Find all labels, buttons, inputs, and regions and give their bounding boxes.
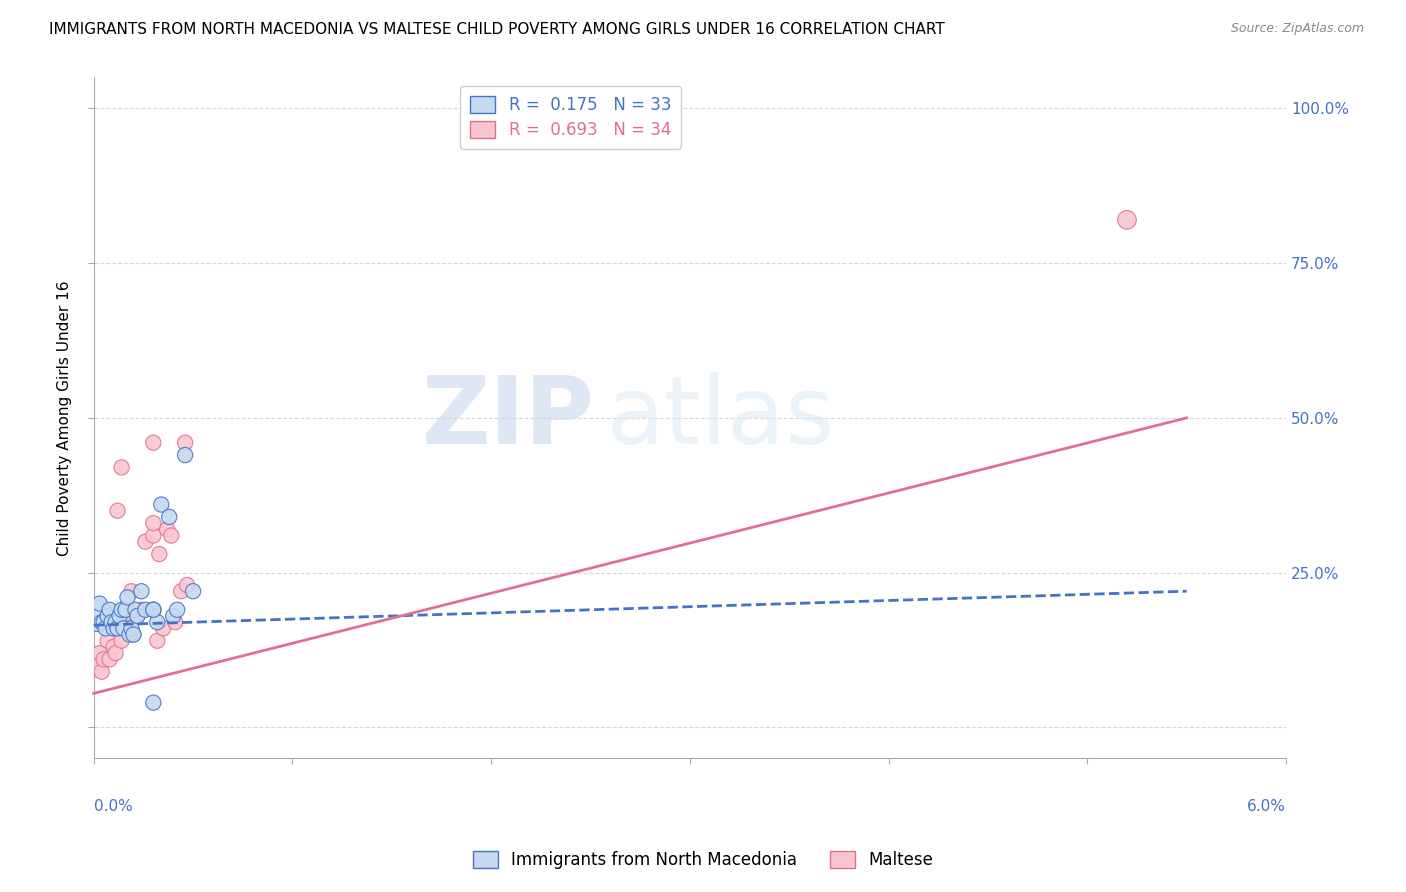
Point <box>160 528 183 542</box>
Point <box>170 584 193 599</box>
Point <box>131 584 153 599</box>
Text: ZIP: ZIP <box>422 372 595 464</box>
Point <box>97 633 120 648</box>
Point <box>121 621 143 635</box>
Point <box>142 603 165 617</box>
Point <box>112 621 135 635</box>
Point <box>104 646 127 660</box>
Point <box>142 516 165 530</box>
Point <box>110 460 132 475</box>
Point <box>97 609 120 624</box>
Point <box>156 522 179 536</box>
Point <box>98 652 121 666</box>
Point <box>131 603 153 617</box>
Point <box>90 615 112 629</box>
Point <box>112 609 135 624</box>
Point <box>146 633 169 648</box>
Point <box>165 615 187 629</box>
Point <box>121 584 143 599</box>
Point <box>89 646 111 660</box>
Point <box>142 696 165 710</box>
Point <box>103 640 125 654</box>
Point <box>134 534 156 549</box>
Point <box>117 591 139 605</box>
Point <box>142 603 165 617</box>
Point <box>117 615 139 629</box>
Point <box>107 621 129 635</box>
Point <box>157 510 180 524</box>
Point <box>176 578 198 592</box>
Legend: Immigrants from North Macedonia, Maltese: Immigrants from North Macedonia, Maltese <box>463 841 943 880</box>
Text: atlas: atlas <box>606 372 835 464</box>
Point <box>122 627 145 641</box>
Point <box>181 584 204 599</box>
Point <box>122 627 145 641</box>
Point <box>162 609 184 624</box>
Point <box>98 603 121 617</box>
Text: 0.0%: 0.0% <box>94 799 132 814</box>
Point <box>114 603 136 617</box>
Point <box>134 603 156 617</box>
Point <box>127 609 149 624</box>
Legend: R =  0.175   N = 33, R =  0.693   N = 34: R = 0.175 N = 33, R = 0.693 N = 34 <box>460 86 681 149</box>
Text: Source: ZipAtlas.com: Source: ZipAtlas.com <box>1230 22 1364 36</box>
Point <box>90 665 112 679</box>
Point <box>146 615 169 629</box>
Point <box>104 615 127 629</box>
Point <box>118 621 141 635</box>
Point <box>86 658 108 673</box>
Point <box>124 603 146 617</box>
Point <box>114 621 136 635</box>
Text: 6.0%: 6.0% <box>1247 799 1286 814</box>
Point <box>94 621 117 635</box>
Point <box>108 609 131 624</box>
Point <box>150 498 173 512</box>
Point <box>110 633 132 648</box>
Point <box>107 504 129 518</box>
Point <box>142 603 165 617</box>
Y-axis label: Child Poverty Among Girls Under 16: Child Poverty Among Girls Under 16 <box>58 280 72 556</box>
Point <box>142 435 165 450</box>
Point <box>174 435 197 450</box>
Point <box>86 609 108 624</box>
Point <box>127 609 149 624</box>
Text: IMMIGRANTS FROM NORTH MACEDONIA VS MALTESE CHILD POVERTY AMONG GIRLS UNDER 16 CO: IMMIGRANTS FROM NORTH MACEDONIA VS MALTE… <box>49 22 945 37</box>
Point <box>118 627 141 641</box>
Point <box>110 603 132 617</box>
Point <box>103 621 125 635</box>
Point <box>1116 212 1139 227</box>
Point <box>148 547 170 561</box>
Point <box>152 621 174 635</box>
Point <box>142 528 165 542</box>
Point <box>100 615 122 629</box>
Point <box>93 615 115 629</box>
Point <box>89 597 111 611</box>
Point <box>166 603 188 617</box>
Point <box>174 448 197 462</box>
Point <box>93 652 115 666</box>
